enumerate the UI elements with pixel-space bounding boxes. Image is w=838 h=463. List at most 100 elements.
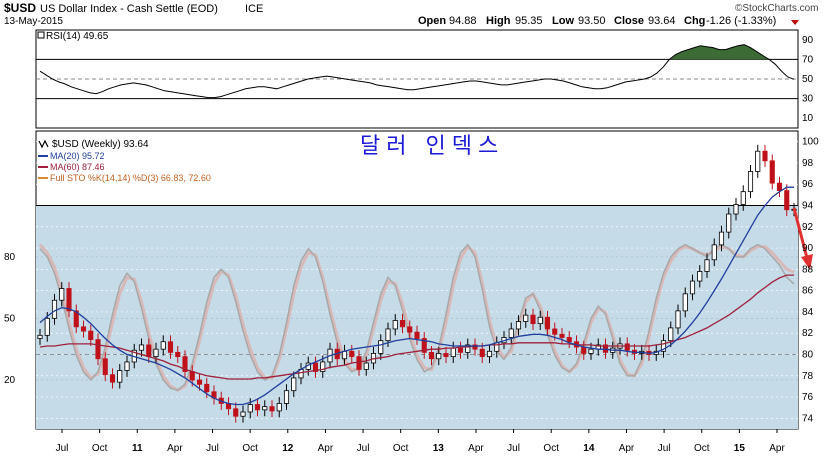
rsi-tick-label: 10 — [802, 113, 814, 124]
x-tick-label: 11 — [132, 443, 143, 454]
candle-body — [356, 356, 362, 370]
candle — [204, 377, 210, 399]
x-tick-label: Jul — [658, 443, 671, 454]
candle-body — [537, 316, 543, 325]
candle-body — [51, 299, 58, 319]
candle — [784, 184, 790, 217]
candle-body — [508, 328, 514, 338]
candle — [160, 335, 166, 356]
candle-body — [486, 350, 493, 358]
candle — [407, 320, 413, 339]
candle-body — [341, 350, 348, 360]
candle-body — [124, 361, 130, 371]
rsi-line — [39, 44, 795, 99]
price-tick-label: 74 — [802, 413, 814, 424]
candle — [109, 368, 116, 389]
candle — [378, 334, 384, 360]
candle-body — [102, 358, 108, 376]
candle-body — [740, 191, 746, 205]
price-tick-label: 84 — [802, 307, 814, 318]
price-legend: $USD (Weekly) 93.64 MA(20) 95.72 MA(60) … — [38, 139, 211, 183]
candle-body — [95, 339, 101, 360]
x-tick-label: Oct — [543, 443, 559, 454]
candle — [537, 310, 543, 331]
candle — [689, 274, 696, 301]
candle-body — [160, 341, 166, 350]
candle-body — [269, 406, 275, 412]
candle-body — [581, 346, 587, 354]
candle-body — [73, 310, 79, 328]
candle — [465, 338, 471, 359]
candle-body — [566, 337, 572, 343]
candle-body — [428, 351, 435, 360]
x-tick-label: Apr — [318, 443, 334, 454]
candle-body — [312, 362, 319, 372]
candle — [726, 207, 732, 239]
candle-body — [675, 310, 681, 329]
candle — [704, 253, 710, 278]
price-tick-label: 90 — [802, 243, 814, 254]
candle-body — [443, 353, 449, 358]
x-tick-label: Jul — [56, 443, 69, 454]
candle-body — [784, 190, 790, 211]
candle-body — [363, 362, 369, 370]
rsi-panel: RSI(14) 49.65 10 30 50 70 90 — [35, 29, 814, 129]
candle — [733, 198, 739, 221]
sto-tick-label: 80 — [4, 252, 16, 263]
candle — [175, 345, 181, 364]
candle-body — [544, 316, 551, 330]
price-tick-label: 80 — [802, 350, 814, 361]
candle — [95, 333, 101, 366]
candle-body — [755, 150, 761, 172]
price-tick-label: 98 — [802, 158, 814, 169]
candle — [59, 282, 65, 307]
candle — [262, 400, 268, 417]
rsi-tick-label: 70 — [802, 54, 814, 65]
time-axis: Jul Oct 11 Apr Jul Oct 12 Apr Jul Oct 13 Apr Jul Oct 1… — [56, 429, 785, 454]
candle-body — [457, 347, 464, 353]
rsi-legend: RSI(14) 49.65 — [46, 31, 109, 42]
candle-body — [385, 328, 391, 342]
instrument-name: US Dollar Index - Cash Settle (EOD) — [40, 3, 218, 15]
rsi-marker-icon — [37, 31, 45, 39]
candle-body — [660, 340, 667, 352]
candle — [675, 304, 681, 335]
candle-body — [762, 150, 768, 162]
price-tick-label: 88 — [802, 264, 814, 275]
price-tick-label: 100 — [802, 137, 819, 148]
x-tick-label: Oct — [92, 443, 108, 454]
rsi-tick-label: 30 — [802, 94, 814, 105]
candle-body — [421, 338, 427, 353]
candle — [755, 144, 761, 178]
chart-date: 13-May-2015 — [4, 16, 63, 27]
low-value: 93.50 — [578, 15, 606, 27]
candle — [291, 371, 297, 398]
candle-body — [283, 390, 290, 404]
price-tick-label: 82 — [802, 328, 814, 339]
candle-body — [668, 327, 674, 342]
candle — [363, 356, 369, 376]
candle-body — [711, 244, 717, 261]
price-tick-label: 94 — [802, 201, 814, 212]
rsi-axis: 10 30 50 70 90 — [802, 35, 814, 124]
candle — [588, 342, 594, 360]
candle-body — [349, 350, 355, 358]
candle-body — [450, 347, 456, 358]
candle-body — [769, 160, 775, 184]
x-tick-label: Oct — [242, 443, 258, 454]
open-label: Open — [418, 15, 446, 27]
candle-body — [88, 330, 94, 341]
candle — [399, 314, 406, 334]
candle — [660, 334, 667, 358]
x-tick-label: Oct — [694, 443, 710, 454]
x-tick-label: 14 — [583, 443, 595, 454]
candle — [566, 331, 572, 349]
x-tick-label: Oct — [393, 443, 409, 454]
candle — [697, 265, 703, 288]
candle — [349, 344, 355, 364]
sto-k-line — [39, 243, 795, 392]
price-tick-label: 76 — [802, 392, 814, 403]
sto-axis: 20 50 80 — [4, 252, 16, 386]
candle-body — [624, 343, 630, 351]
